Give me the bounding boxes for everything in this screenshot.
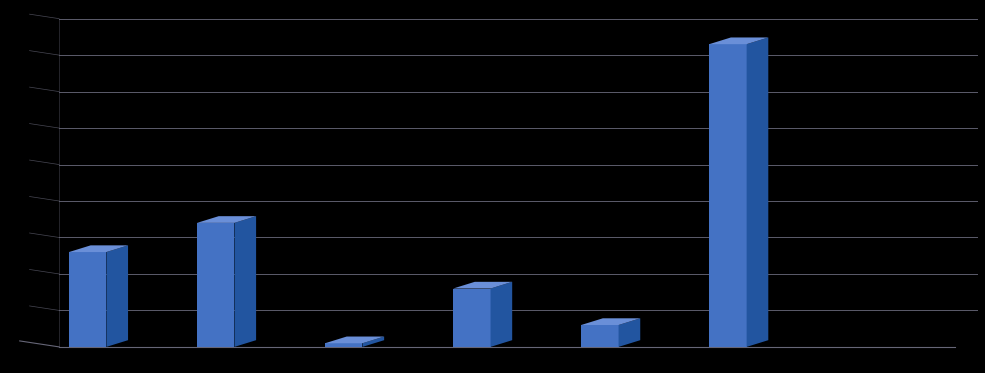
Polygon shape: [234, 216, 256, 347]
Polygon shape: [69, 245, 128, 252]
Polygon shape: [362, 336, 384, 347]
Polygon shape: [453, 289, 491, 347]
Polygon shape: [197, 216, 256, 223]
Polygon shape: [709, 37, 768, 44]
Polygon shape: [453, 282, 512, 289]
Polygon shape: [619, 318, 640, 347]
Polygon shape: [491, 282, 512, 347]
Polygon shape: [581, 325, 619, 347]
Polygon shape: [69, 252, 106, 347]
Polygon shape: [325, 343, 362, 347]
Polygon shape: [325, 336, 384, 343]
Polygon shape: [581, 318, 640, 325]
Polygon shape: [709, 44, 747, 347]
Polygon shape: [747, 37, 768, 347]
Polygon shape: [197, 223, 234, 347]
Polygon shape: [106, 245, 128, 347]
